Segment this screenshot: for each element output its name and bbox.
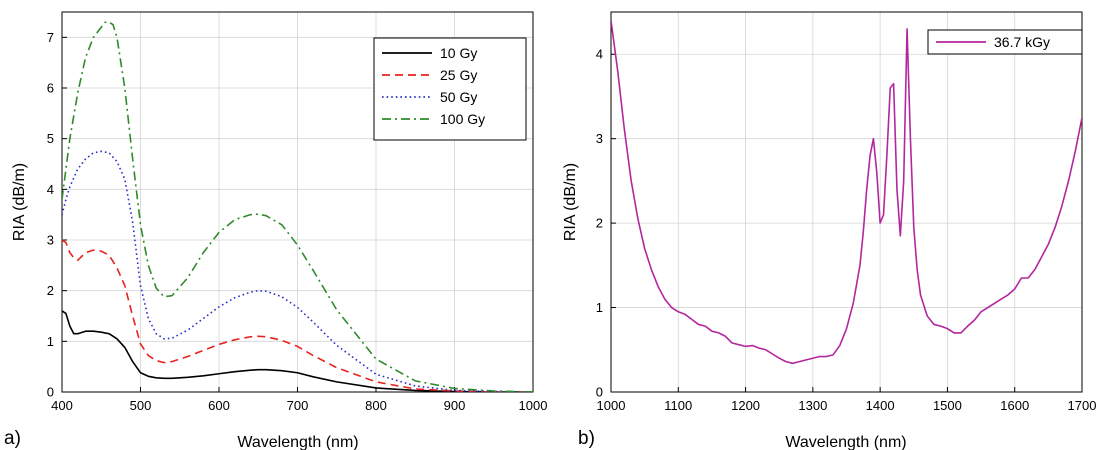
y-tick-label: 0	[596, 385, 603, 400]
y-axis-label: RIA (dB/m)	[11, 163, 28, 241]
legend: 36.7 kGy	[927, 29, 1083, 55]
x-tick-label: 900	[444, 398, 466, 413]
x-tick-label: 400	[51, 398, 73, 413]
x-tick-label: 1400	[866, 398, 895, 413]
panel-label: a)	[4, 428, 21, 449]
x-tick-label: 1500	[933, 398, 962, 413]
y-axis-label: RIA (dB/m)	[562, 163, 579, 241]
x-tick-label: 700	[287, 398, 309, 413]
x-tick-label: 600	[208, 398, 230, 413]
panel-label: b)	[578, 428, 595, 449]
y-tick-label: 6	[47, 81, 54, 96]
x-tick-label: 1600	[1000, 398, 1029, 413]
x-tick-label: 1000	[519, 398, 548, 413]
series-line-25-gy	[62, 239, 533, 392]
chart-panel-a: 400 500 600 700 800 900 1000 0 1 2 3 4 5 6 7 Wavelength…	[4, 11, 548, 450]
legend-label: 10 Gy	[440, 45, 477, 61]
legend-box	[373, 37, 527, 141]
legend-label: 25 Gy	[440, 67, 477, 83]
x-tick-label: 1700	[1068, 398, 1097, 413]
y-tick-label: 3	[47, 233, 54, 248]
x-tick-label: 800	[365, 398, 387, 413]
x-tick-label: 500	[130, 398, 152, 413]
y-tick-label: 1	[596, 300, 603, 315]
x-tick-label: 1100	[664, 398, 692, 413]
y-tick-label: 3	[596, 131, 603, 146]
series-line-10-gy	[62, 310, 533, 392]
y-tick-label: 1	[47, 334, 54, 349]
legend-label: 36.7 kGy	[994, 34, 1050, 50]
x-tick-label: 1300	[798, 398, 827, 413]
legend-label: 50 Gy	[440, 89, 477, 105]
series-line-36-7-kgy	[611, 20, 1082, 365]
legend-label: 100 Gy	[440, 111, 485, 127]
plot-frame	[610, 11, 1083, 393]
chart-panel-b: 1000 1100 1200 1300 1400 1500 1600 1700 0 1 2 3 4 Wav…	[562, 11, 1097, 450]
y-tick-label: 5	[47, 131, 54, 146]
legend-box	[927, 29, 1083, 55]
y-tick-label: 4	[47, 182, 54, 197]
y-tick-label: 2	[596, 216, 603, 231]
y-tick-label: 4	[596, 47, 603, 62]
x-axis-label: Wavelength (nm)	[785, 434, 906, 450]
x-tick-label: 1200	[731, 398, 760, 413]
grid-lines	[610, 12, 1083, 393]
y-tick-label: 7	[47, 30, 54, 45]
y-tick-label: 2	[47, 283, 54, 298]
legend: 10 Gy 25 Gy 50 Gy 100 Gy	[373, 37, 527, 141]
x-axis-label: Wavelength (nm)	[237, 434, 358, 450]
x-tick-label: 1000	[597, 398, 626, 413]
y-tick-label: 0	[47, 385, 54, 400]
series-line-100-gy	[62, 21, 533, 392]
